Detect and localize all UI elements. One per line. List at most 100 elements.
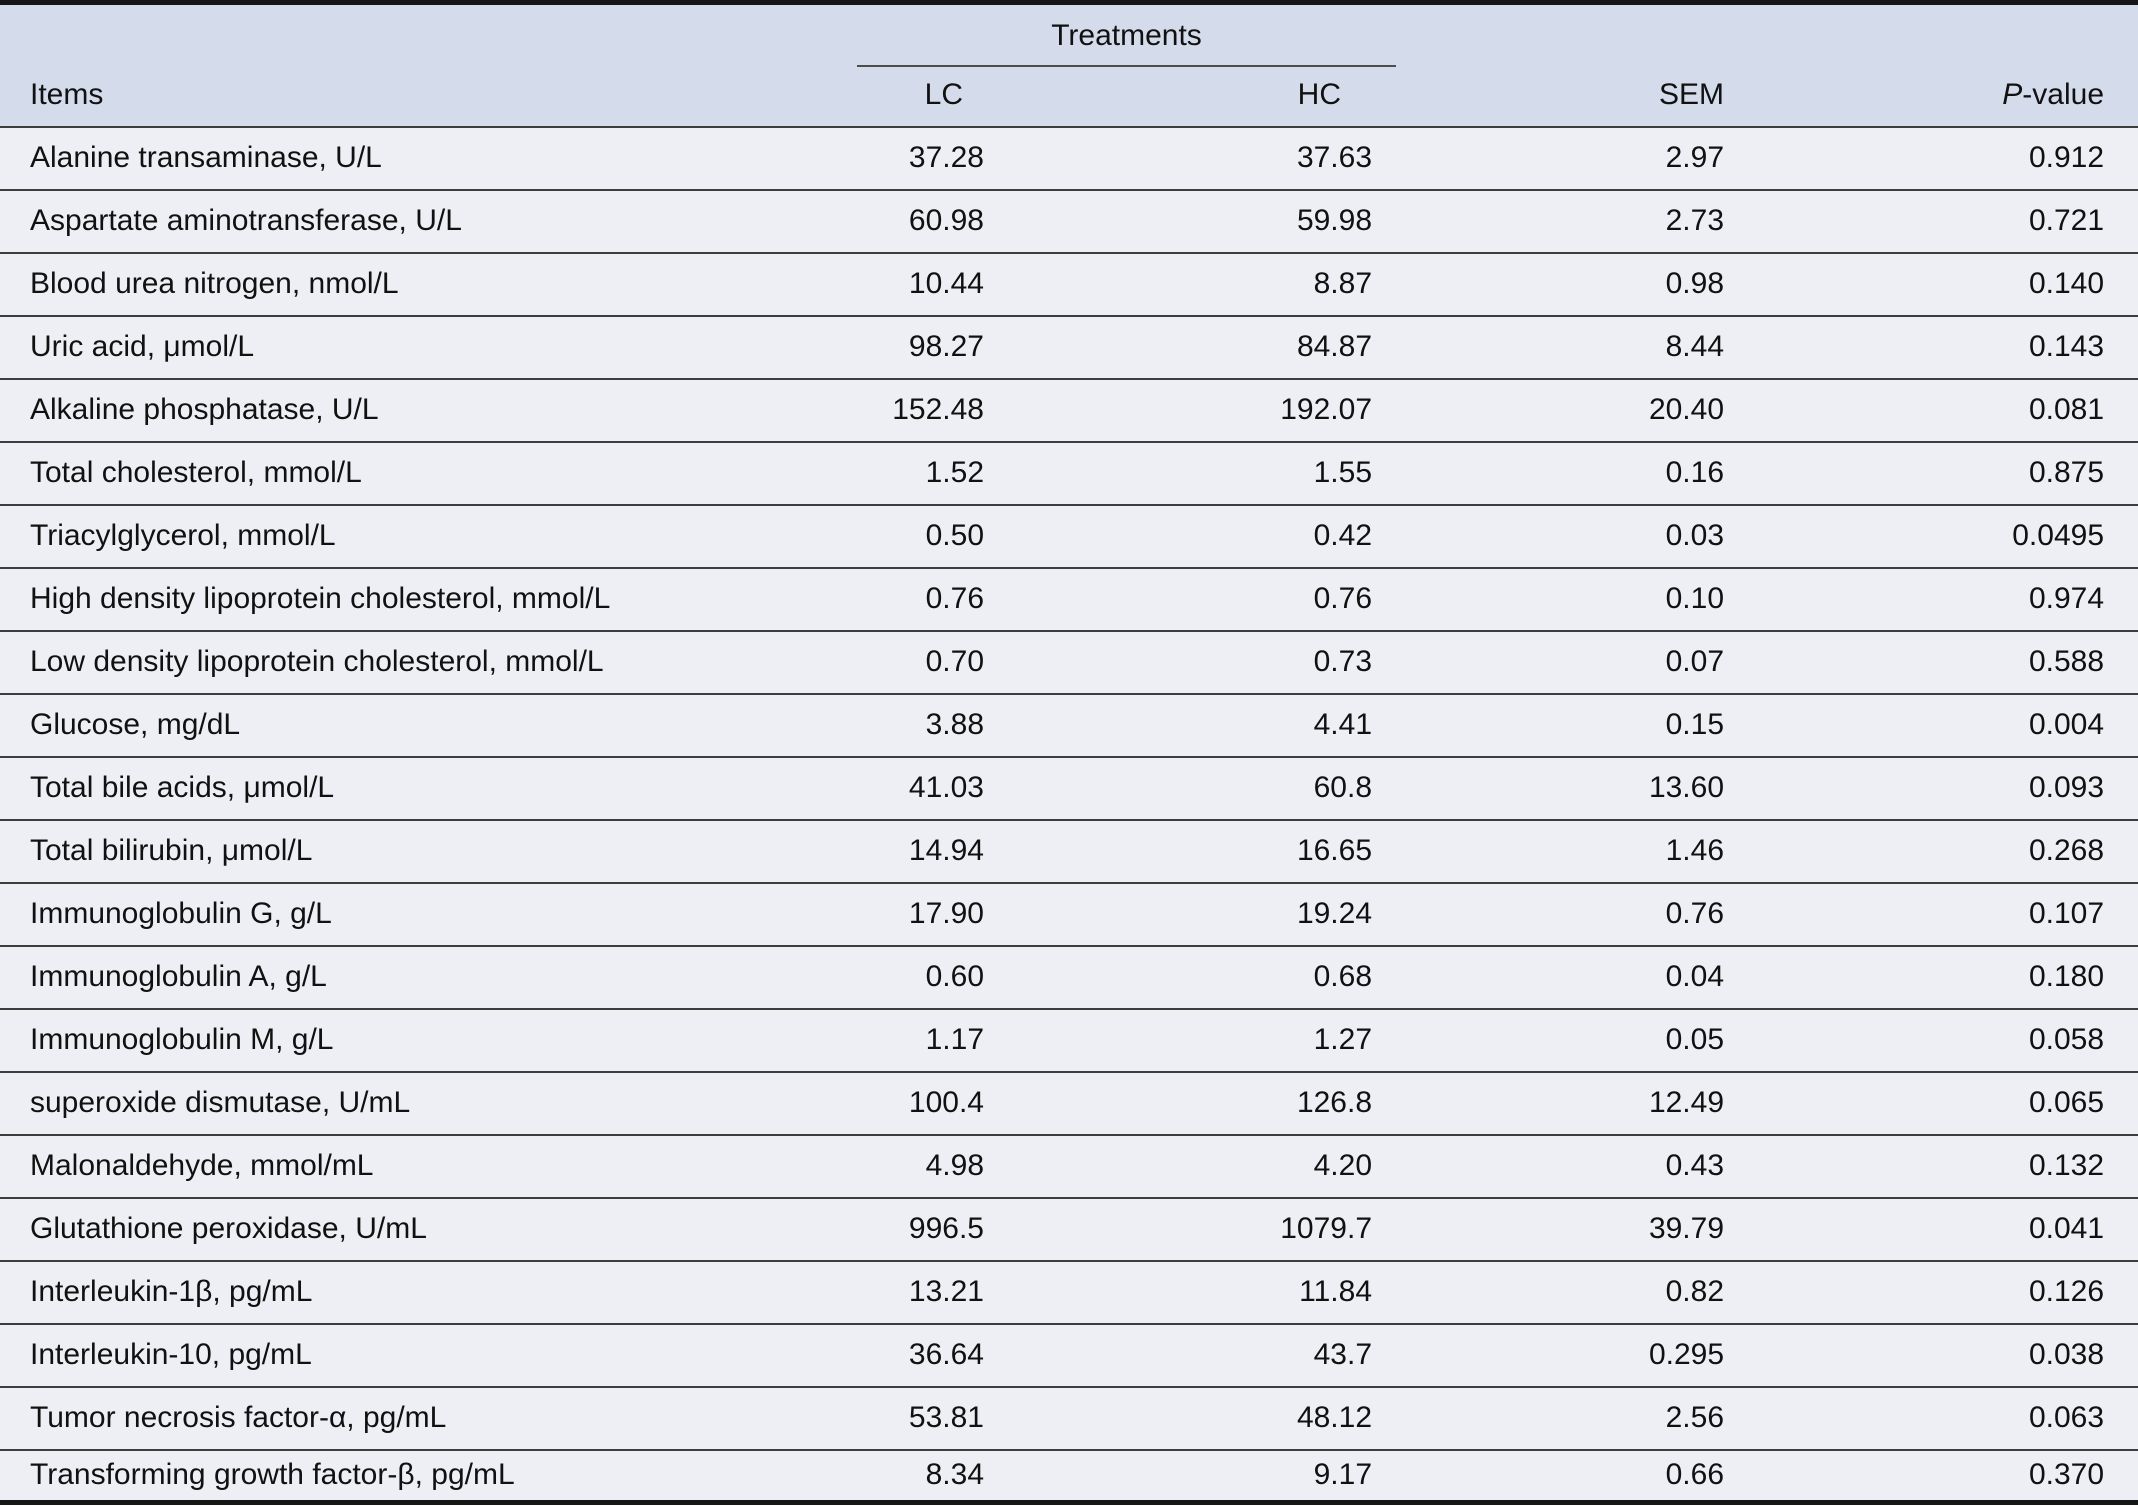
hc-value-cell: 0.76 [1008, 566, 1397, 631]
lc-value-cell: 10.44 [857, 251, 1008, 316]
pvalue-cell: 0.058 [1748, 1007, 2138, 1072]
hc-value-cell: 84.87 [1008, 314, 1397, 379]
sem-value-cell: 0.295 [1396, 1322, 1749, 1387]
hc-value-cell: 11.84 [1008, 1259, 1397, 1324]
hc-value-cell: 0.68 [1008, 944, 1397, 1009]
item-label-cell: Low density lipoprotein cholesterol, mmo… [0, 629, 857, 694]
hc-value-cell: 192.07 [1008, 377, 1397, 442]
group-header-row: Items Treatments SEM P-value [0, 2, 2138, 128]
table-row: High density lipoprotein cholesterol, mm… [0, 566, 2138, 631]
pvalue-cell: 0.132 [1748, 1133, 2138, 1198]
items-label: Items [30, 77, 104, 111]
treatments-group-header: Treatments [857, 2, 1397, 67]
table-row: superoxide dismutase, U/mL 100.4 126.8 12.4… [0, 1070, 2138, 1135]
table-row: Immunoglobulin A, g/L 0.60 0.68 0.04 0.180 [0, 944, 2138, 1009]
lc-column-header: LC [857, 66, 1008, 128]
table-row: Low density lipoprotein cholesterol, mmo… [0, 629, 2138, 694]
table-row: Tumor necrosis factor-α, pg/mL 53.81 48.12… [0, 1385, 2138, 1450]
pvalue-cell: 0.140 [1748, 251, 2138, 316]
table-row: Transforming growth factor-β, pg/mL 8.34 9… [0, 1448, 2138, 1503]
table-row: Alkaline phosphatase, U/L 152.48 192.07 20.… [0, 377, 2138, 442]
lc-label: LC [924, 77, 963, 111]
lc-value-cell: 4.98 [857, 1133, 1008, 1198]
sem-value-cell: 2.97 [1396, 125, 1749, 190]
pvalue-cell: 0.107 [1748, 881, 2138, 946]
pvalue-cell: 0.974 [1748, 566, 2138, 631]
item-label-cell: Glucose, mg/dL [0, 692, 857, 757]
table-row: Malonaldehyde, mmol/mL 4.98 4.20 0.43 0.132 [0, 1133, 2138, 1198]
pvalue-cell: 0.038 [1748, 1322, 2138, 1387]
item-label-cell: Transforming growth factor-β, pg/mL [0, 1448, 857, 1503]
table-row: Uric acid, μmol/L 98.27 84.87 8.44 0.143 [0, 314, 2138, 379]
sem-value-cell: 0.76 [1396, 881, 1749, 946]
treatments-underline: Treatments [857, 19, 1397, 67]
table-row: Interleukin-1β, pg/mL 13.21 11.84 0.82 0.126 [0, 1259, 2138, 1324]
table-row: Aspartate aminotransferase, U/L 60.98 59.9… [0, 188, 2138, 253]
hc-value-cell: 8.87 [1008, 251, 1397, 316]
lc-value-cell: 152.48 [857, 377, 1008, 442]
sem-value-cell: 0.07 [1396, 629, 1749, 694]
table-row: Total bilirubin, μmol/L 14.94 16.65 1.46 0.2… [0, 818, 2138, 883]
pvalue-cell: 0.875 [1748, 440, 2138, 505]
item-label-cell: Interleukin-1β, pg/mL [0, 1259, 857, 1324]
pvalue-label-rest: -value [2022, 77, 2105, 111]
pvalue-cell: 0.143 [1748, 314, 2138, 379]
sem-value-cell: 2.56 [1396, 1385, 1749, 1450]
hc-value-cell: 48.12 [1008, 1385, 1397, 1450]
sem-value-cell: 0.43 [1396, 1133, 1749, 1198]
pvalue-cell: 0.004 [1748, 692, 2138, 757]
sem-label: SEM [1659, 77, 1725, 111]
item-label-cell: superoxide dismutase, U/mL [0, 1070, 857, 1135]
pvalue-cell: 0.126 [1748, 1259, 2138, 1324]
lc-value-cell: 14.94 [857, 818, 1008, 883]
pvalue-cell: 0.370 [1748, 1448, 2138, 1503]
columns-header-row: LC HC [0, 66, 2138, 128]
sem-value-cell: 0.98 [1396, 251, 1749, 316]
lc-value-cell: 0.50 [857, 503, 1008, 568]
table-row: Total bile acids, μmol/L 41.03 60.8 13.60 0.… [0, 755, 2138, 820]
item-label-cell: Blood urea nitrogen, nmol/L [0, 251, 857, 316]
lc-value-cell: 0.70 [857, 629, 1008, 694]
pvalue-cell: 0.588 [1748, 629, 2138, 694]
item-label-cell: Total bile acids, μmol/L [0, 755, 857, 820]
lc-value-cell: 3.88 [857, 692, 1008, 757]
hc-value-cell: 43.7 [1008, 1322, 1397, 1387]
sem-column-header: SEM [1396, 2, 1749, 128]
table-row: Immunoglobulin M, g/L 1.17 1.27 0.05 0.058 [0, 1007, 2138, 1072]
sem-value-cell: 1.46 [1396, 818, 1749, 883]
sem-value-cell: 0.03 [1396, 503, 1749, 568]
table-row: Triacylglycerol, mmol/L 0.50 0.42 0.03 0.049… [0, 503, 2138, 568]
sem-value-cell: 0.04 [1396, 944, 1749, 1009]
pvalue-cell: 0.912 [1748, 125, 2138, 190]
hc-value-cell: 0.73 [1008, 629, 1397, 694]
item-label-cell: Tumor necrosis factor-α, pg/mL [0, 1385, 857, 1450]
table-row: Immunoglobulin G, g/L 17.90 19.24 0.76 0.107 [0, 881, 2138, 946]
hc-value-cell: 126.8 [1008, 1070, 1397, 1135]
pvalue-column-header: P-value [1748, 2, 2138, 128]
sem-value-cell: 0.66 [1396, 1448, 1749, 1503]
hc-value-cell: 1079.7 [1008, 1196, 1397, 1261]
item-label-cell: Total cholesterol, mmol/L [0, 440, 857, 505]
sem-value-cell: 0.82 [1396, 1259, 1749, 1324]
item-label-cell: Alkaline phosphatase, U/L [0, 377, 857, 442]
pvalue-cell: 0.093 [1748, 755, 2138, 820]
item-label-cell: Immunoglobulin G, g/L [0, 881, 857, 946]
table-row: Glutathione peroxidase, U/mL 996.5 1079.7 3… [0, 1196, 2138, 1261]
sem-value-cell: 2.73 [1396, 188, 1749, 253]
hc-value-cell: 1.27 [1008, 1007, 1397, 1072]
item-label-cell: Aspartate aminotransferase, U/L [0, 188, 857, 253]
table-body: Alanine transaminase, U/L 37.28 37.63 2.97 0… [0, 125, 2138, 1503]
hc-value-cell: 4.20 [1008, 1133, 1397, 1198]
lc-value-cell: 0.60 [857, 944, 1008, 1009]
lc-value-cell: 13.21 [857, 1259, 1008, 1324]
pvalue-cell: 0.721 [1748, 188, 2138, 253]
sem-value-cell: 0.10 [1396, 566, 1749, 631]
table-row: Glucose, mg/dL 3.88 4.41 0.15 0.004 [0, 692, 2138, 757]
hc-value-cell: 0.42 [1008, 503, 1397, 568]
pvalue-cell: 0.063 [1748, 1385, 2138, 1450]
hc-value-cell: 16.65 [1008, 818, 1397, 883]
pvalue-cell: 0.180 [1748, 944, 2138, 1009]
hc-value-cell: 60.8 [1008, 755, 1397, 820]
table-row: Blood urea nitrogen, nmol/L 10.44 8.87 0.98… [0, 251, 2138, 316]
